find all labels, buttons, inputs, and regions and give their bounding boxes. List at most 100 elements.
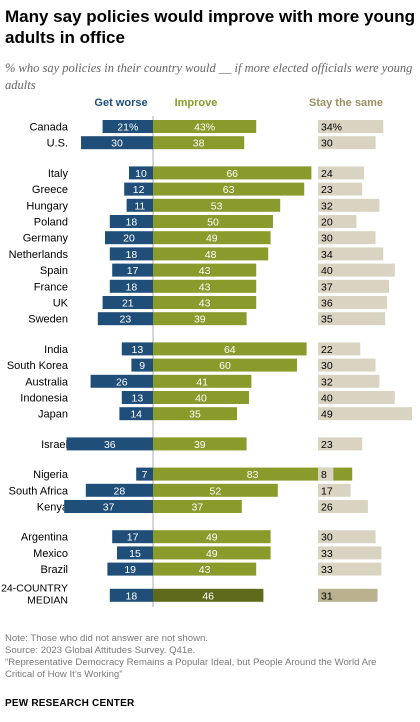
row-label: Poland — [34, 217, 68, 229]
value-stay-the-same: 23 — [321, 439, 333, 451]
bar-get-worse — [121, 342, 153, 356]
value-get-worse: 18 — [126, 249, 138, 261]
value-stay-the-same: 26 — [321, 502, 333, 514]
row-label-line-1: 24-COUNTRY — [1, 582, 68, 594]
bar-get-worse — [124, 182, 153, 196]
bar-stay-the-same — [318, 198, 380, 212]
value-stay-the-same: 49 — [321, 409, 333, 421]
chart-subtitle: % who say policies in their country woul… — [5, 61, 413, 92]
report-title-line-2: Critical of How It’s Working” — [5, 669, 123, 680]
value-improve: 43 — [199, 564, 211, 576]
value-improve: 66 — [226, 168, 238, 180]
row-label: Kenya — [37, 502, 69, 514]
header-get-worse: Get worse — [94, 97, 147, 109]
value-get-worse: 9 — [139, 360, 145, 372]
value-improve: 83 — [247, 469, 259, 481]
value-stay-the-same: 33 — [321, 548, 333, 560]
bar-get-worse — [126, 198, 153, 212]
bar-get-worse — [109, 247, 153, 261]
bar-improve — [153, 437, 247, 451]
value-stay-the-same: 35 — [321, 314, 333, 326]
row-label: U.S. — [47, 138, 68, 150]
value-stay-the-same: 17 — [321, 485, 333, 497]
value-get-worse: 21% — [117, 122, 138, 134]
row-label: Italy — [48, 168, 69, 180]
bar-stay-the-same — [318, 166, 365, 180]
value-improve: 48 — [205, 249, 217, 261]
bar-get-worse — [105, 231, 153, 245]
row-label: Sweden — [28, 314, 68, 326]
notes: Note: Those who did not answer are not s… — [5, 633, 415, 681]
header-stay-the-same: Stay the same — [309, 97, 383, 109]
value-improve: 40 — [195, 393, 207, 405]
bar-get-worse — [109, 279, 153, 293]
value-improve: 50 — [207, 217, 219, 229]
value-get-worse: 10 — [135, 168, 147, 180]
value-improve: 37 — [192, 502, 204, 514]
value-stay-the-same: 22 — [321, 344, 333, 356]
bar-get-worse — [97, 312, 153, 326]
value-improve: 63 — [223, 184, 235, 196]
bar-get-worse — [109, 215, 153, 228]
value-get-worse: 20 — [123, 233, 135, 245]
row-label: Israel — [41, 439, 68, 451]
bar-stay-the-same — [318, 391, 395, 404]
value-stay-the-same: 34 — [321, 249, 333, 261]
row-label: Argentina — [21, 532, 69, 544]
value-improve: 43 — [199, 281, 211, 293]
value-improve: 38 — [193, 138, 205, 150]
value-stay-the-same: 40 — [321, 393, 333, 405]
bar-improve — [153, 588, 264, 602]
value-stay-the-same: 32 — [321, 200, 333, 212]
value-get-worse: 23 — [120, 314, 132, 326]
bar-get-worse — [119, 407, 153, 421]
value-stay-the-same: 30 — [321, 138, 333, 150]
bar-stay-the-same — [318, 136, 376, 150]
value-improve: 43 — [199, 265, 211, 277]
value-improve: 39 — [194, 439, 206, 451]
header-improve: Improve — [175, 97, 218, 109]
chart-title: Many say policies would improve with mor… — [5, 7, 415, 47]
bar-stay-the-same — [318, 407, 413, 421]
bar-improve — [153, 312, 247, 326]
value-stay-the-same: 31 — [321, 590, 333, 602]
bar-improve — [153, 182, 305, 196]
row-label-line-2: MEDIAN — [27, 594, 68, 606]
bar-stay-the-same — [318, 279, 390, 293]
value-stay-the-same: 8 — [321, 469, 327, 481]
row-label: France — [34, 281, 68, 293]
bar-stay-the-same — [318, 247, 384, 261]
bar-stay-the-same — [318, 467, 334, 481]
brand-logo-text: PEW RESEARCH CENTER — [5, 698, 135, 709]
bar-improve — [153, 467, 353, 481]
value-get-worse: 12 — [133, 184, 145, 196]
bar-stay-the-same — [318, 215, 357, 228]
value-get-worse: 18 — [126, 590, 138, 602]
bar-get-worse — [107, 562, 153, 576]
bar-stay-the-same — [318, 546, 382, 560]
value-improve: 49 — [206, 532, 218, 544]
bar-improve — [153, 562, 257, 576]
value-improve: 60 — [219, 360, 231, 372]
bar-stay-the-same — [318, 312, 386, 326]
value-improve: 43% — [194, 122, 215, 134]
bar-get-worse — [102, 120, 153, 133]
value-get-worse: 13 — [132, 344, 144, 356]
bar-stay-the-same — [318, 588, 378, 602]
row-label: Canada — [29, 122, 68, 134]
value-stay-the-same: 20 — [321, 217, 333, 229]
row-label: Japan — [38, 409, 68, 421]
value-get-worse: 17 — [127, 532, 139, 544]
report-title-line-1: “Representative Democracy Remains a Popu… — [5, 657, 377, 668]
bar-improve — [153, 296, 257, 309]
bar-get-worse — [109, 588, 153, 602]
value-get-worse: 36 — [104, 439, 116, 451]
bar-stay-the-same — [318, 342, 361, 356]
row-label: India — [44, 344, 69, 356]
value-get-worse: 18 — [126, 281, 138, 293]
bar-improve — [153, 546, 271, 560]
bar-get-worse — [66, 437, 153, 451]
value-get-worse: 11 — [134, 200, 145, 212]
bar-improve — [153, 136, 245, 150]
bar-get-worse — [85, 483, 153, 497]
